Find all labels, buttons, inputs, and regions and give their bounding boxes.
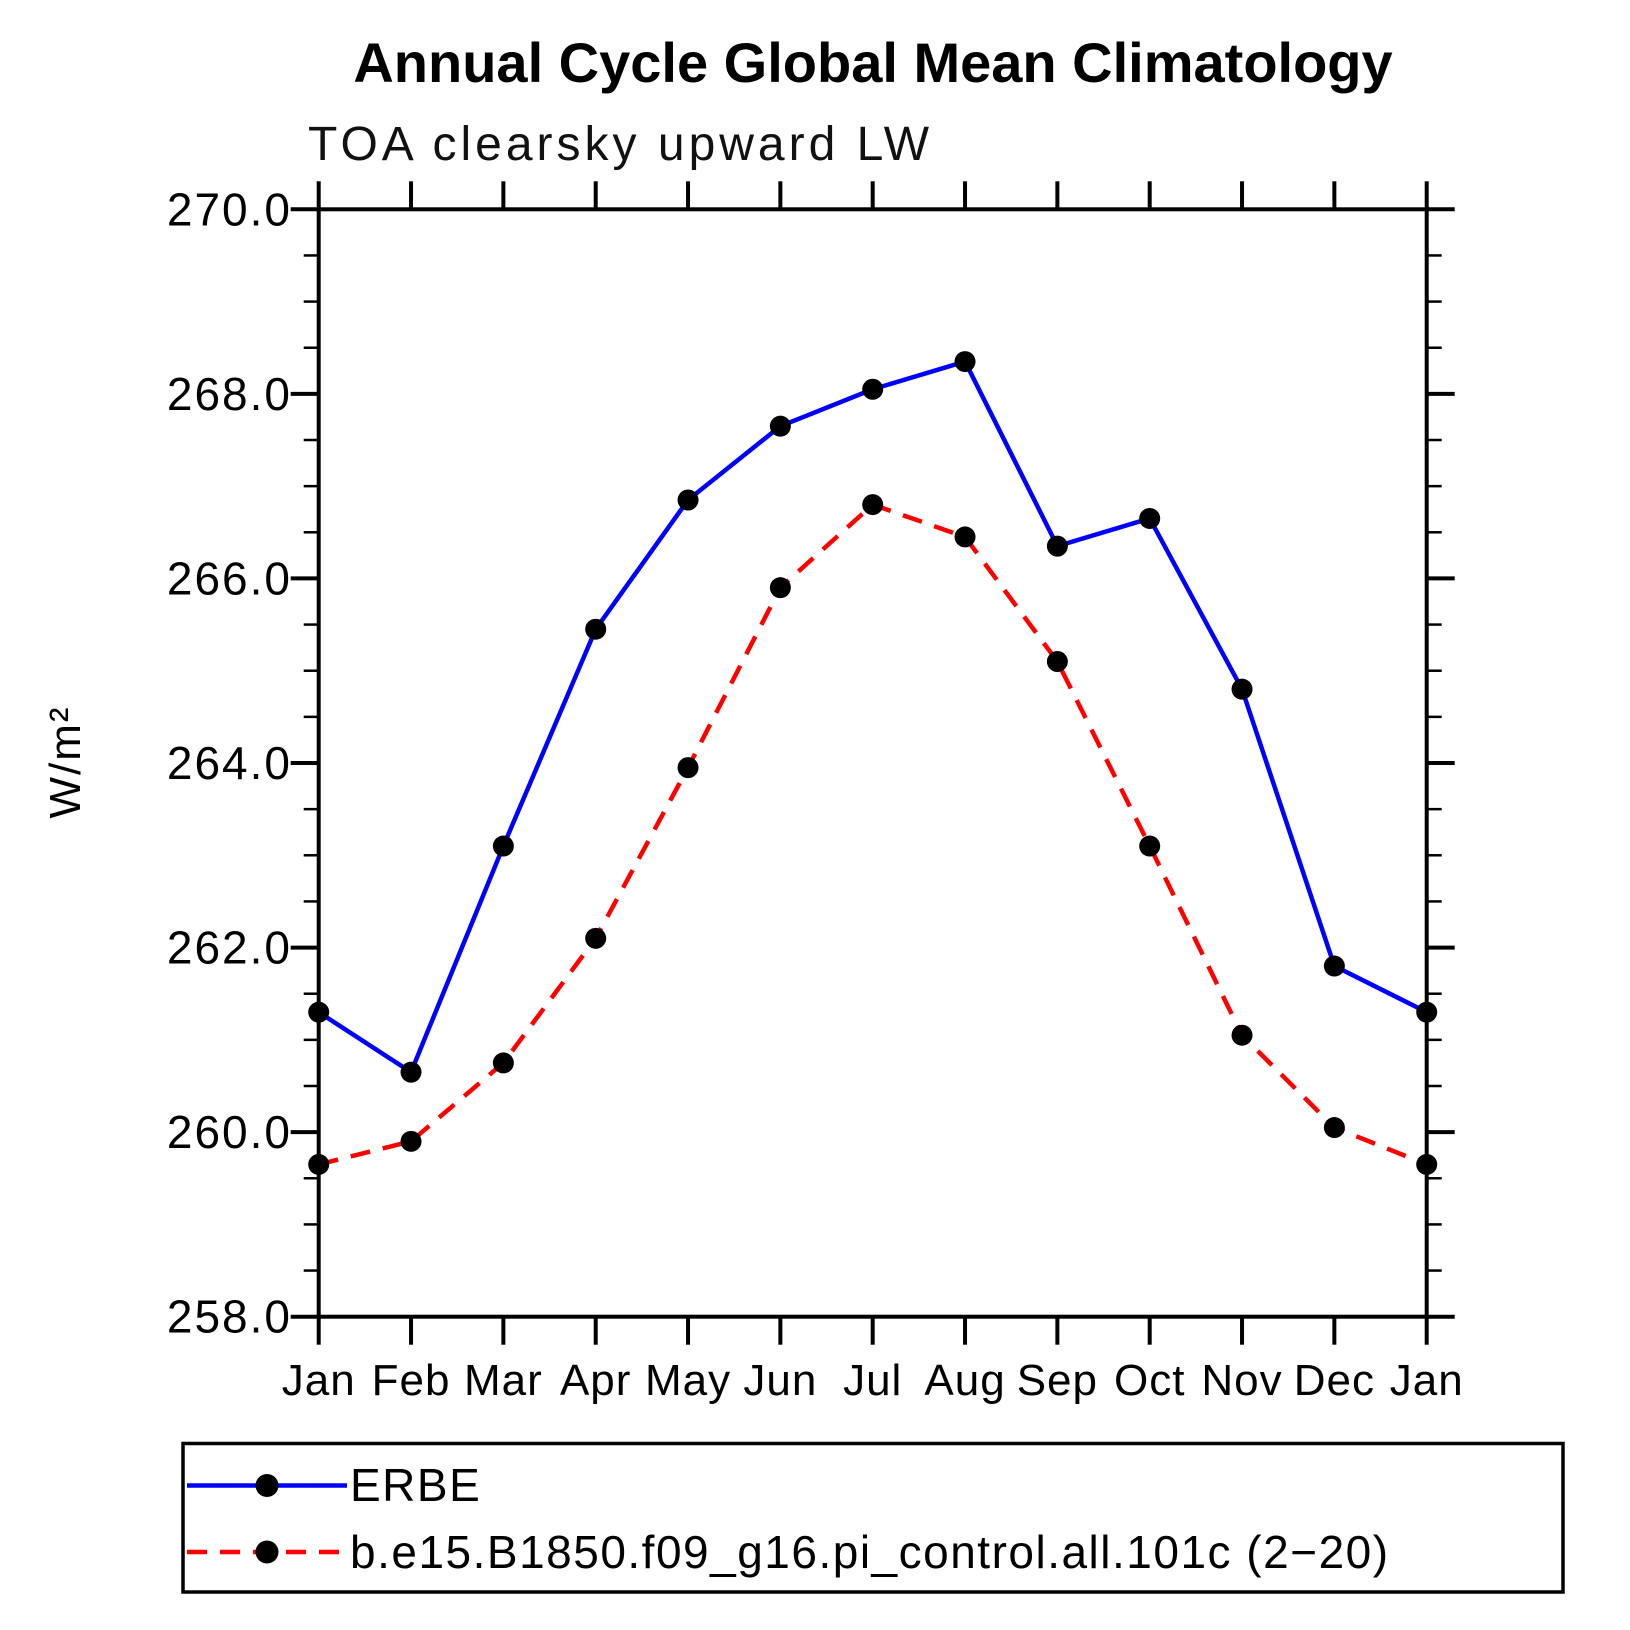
plot-frame	[316, 207, 1429, 1319]
y-tick-label: 260.0	[167, 1106, 292, 1158]
x-tick-label: Jan	[1390, 1356, 1464, 1405]
data-point-1-Sep	[1046, 650, 1068, 672]
x-tick-label: Feb	[372, 1356, 451, 1405]
x-tick-label: Nov	[1201, 1356, 1282, 1405]
data-point-0-Sep	[1046, 535, 1068, 557]
data-point-0-Feb	[400, 1061, 422, 1083]
data-point-1-Feb	[400, 1130, 422, 1152]
legend-label-erbe: ERBE	[350, 1459, 481, 1511]
x-tick-label: Jun	[743, 1356, 817, 1405]
legend: ERBE b.e15.B1850.f09_g16.pi_control.all.…	[181, 1441, 1565, 1594]
data-point-0-Mar	[492, 835, 514, 857]
data-point-1-Jan	[1416, 1153, 1438, 1175]
data-point-0-Aug	[954, 351, 976, 373]
data-point-0-Jan	[308, 1001, 330, 1023]
data-point-0-Apr	[585, 618, 607, 640]
data-point-0-May	[677, 489, 699, 511]
data-point-0-Jan	[1416, 1001, 1438, 1023]
data-point-1-Oct	[1139, 835, 1161, 857]
data-point-1-Nov	[1231, 1024, 1253, 1046]
chart-title: Annual Cycle Global Mean Climatology	[353, 31, 1392, 94]
data-point-0-Oct	[1139, 507, 1161, 529]
data-point-1-Jul	[862, 494, 884, 516]
y-tick-label: 268.0	[167, 368, 292, 420]
y-tick-label: 262.0	[167, 922, 292, 974]
data-point-1-Dec	[1323, 1117, 1345, 1139]
data-point-1-Mar	[492, 1052, 514, 1074]
legend-entry-model: b.e15.B1850.f09_g16.pi_control.all.101c …	[187, 1526, 1390, 1578]
x-tick-label: Apr	[560, 1356, 631, 1405]
y-tick-label: 266.0	[167, 552, 292, 604]
x-tick-label: Oct	[1114, 1356, 1185, 1405]
x-tick-label: Sep	[1017, 1356, 1098, 1405]
legend-box	[181, 1441, 1565, 1594]
chart-subtitle: TOA clearsky upward LW	[308, 118, 933, 171]
legend-label-model: b.e15.B1850.f09_g16.pi_control.all.101c …	[350, 1526, 1390, 1578]
x-tick-label: May	[645, 1356, 731, 1405]
legend-marker-erbe	[255, 1474, 279, 1497]
series-line-1	[318, 502, 1428, 1167]
x-tick-label: Jul	[843, 1356, 902, 1405]
x-tick-label: Dec	[1294, 1356, 1375, 1405]
data-point-1-Aug	[954, 526, 976, 548]
data-point-1-Jan	[308, 1153, 330, 1175]
y-tick-label: 258.0	[167, 1291, 292, 1343]
x-tick-label: Aug	[924, 1356, 1005, 1405]
y-tick-label: 270.0	[167, 183, 292, 235]
legend-entry-erbe: ERBE	[187, 1459, 481, 1511]
legend-marker-model	[255, 1540, 279, 1564]
data-point-1-Apr	[585, 927, 607, 949]
y-tick-label: 264.0	[167, 737, 292, 789]
x-tick-label: Jan	[282, 1356, 356, 1405]
data-point-0-Jun	[769, 415, 791, 437]
series-line-0	[317, 359, 1428, 1075]
x-tick-label: Mar	[464, 1356, 543, 1405]
data-point-0-Nov	[1231, 678, 1253, 700]
data-point-1-Jun	[769, 577, 791, 599]
data-point-1-May	[677, 757, 699, 779]
data-point-0-Jul	[862, 378, 884, 400]
plot-area: 258.0 260.0 262.0 264.0 266.0 268.0 270.0 Jan Fe…	[41, 181, 1464, 1405]
y-axis-title: W/m²	[41, 705, 90, 818]
data-point-0-Dec	[1323, 955, 1345, 977]
